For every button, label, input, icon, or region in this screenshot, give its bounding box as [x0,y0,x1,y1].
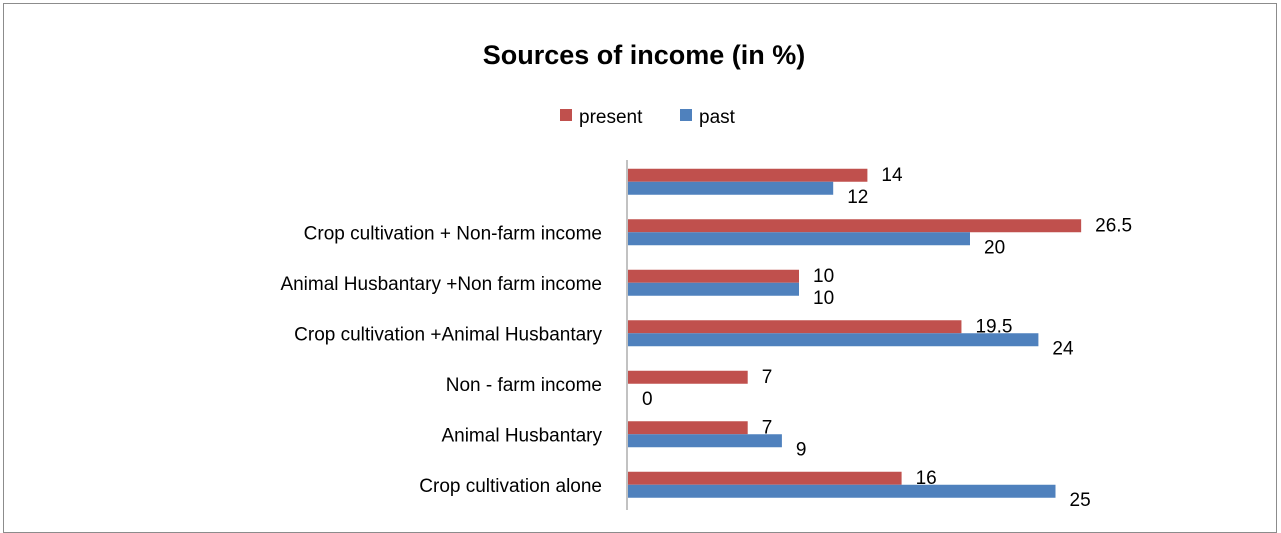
category-label: Non - farm income [446,375,602,396]
bar-past [628,232,970,246]
category-label: Animal Husbantary [441,425,602,446]
category-label: Crop cultivation + Non-farm income [304,223,602,244]
bar-past [628,484,1056,498]
category-label: Animal Husbantary +Non farm income [280,274,602,295]
data-label-present: 10 [813,266,834,287]
data-label-past: 9 [796,439,807,460]
legend-swatch-present [560,109,572,121]
bar-past [628,333,1039,347]
bar-present [628,421,748,435]
data-label-present: 7 [762,417,773,438]
legend-label-past: past [699,107,736,128]
legend: present past [560,107,736,128]
data-label-past: 10 [813,288,834,309]
data-label-present: 7 [762,367,773,388]
bar-present [628,471,902,485]
bar-present [628,168,868,182]
bar-present [628,370,748,384]
data-label-past: 0 [642,389,653,410]
category-label: Crop cultivation +Animal Husbantary [294,324,602,345]
bar-past [628,282,799,296]
data-label-present: 14 [881,165,903,186]
data-label-past: 24 [1052,338,1074,359]
data-label-present: 26.5 [1095,215,1132,236]
category-labels: Crop cultivation alone Animal Husbantary N… [280,223,602,497]
category-label: Crop cultivation alone [419,476,602,497]
bar-past [628,434,782,448]
bar-past [628,181,834,195]
bars [628,168,1082,498]
data-label-present: 16 [916,468,937,489]
bar-present [628,269,799,283]
legend-swatch-past [680,109,692,121]
chart-title: Sources of income (in %) [483,40,806,70]
bar-present [628,219,1082,233]
data-label-present: 19.5 [975,316,1012,337]
bar-present [628,320,962,334]
data-label-past: 20 [984,237,1005,258]
legend-label-present: present [579,107,643,128]
data-label-past: 12 [847,187,868,208]
data-label-past: 25 [1070,490,1091,511]
